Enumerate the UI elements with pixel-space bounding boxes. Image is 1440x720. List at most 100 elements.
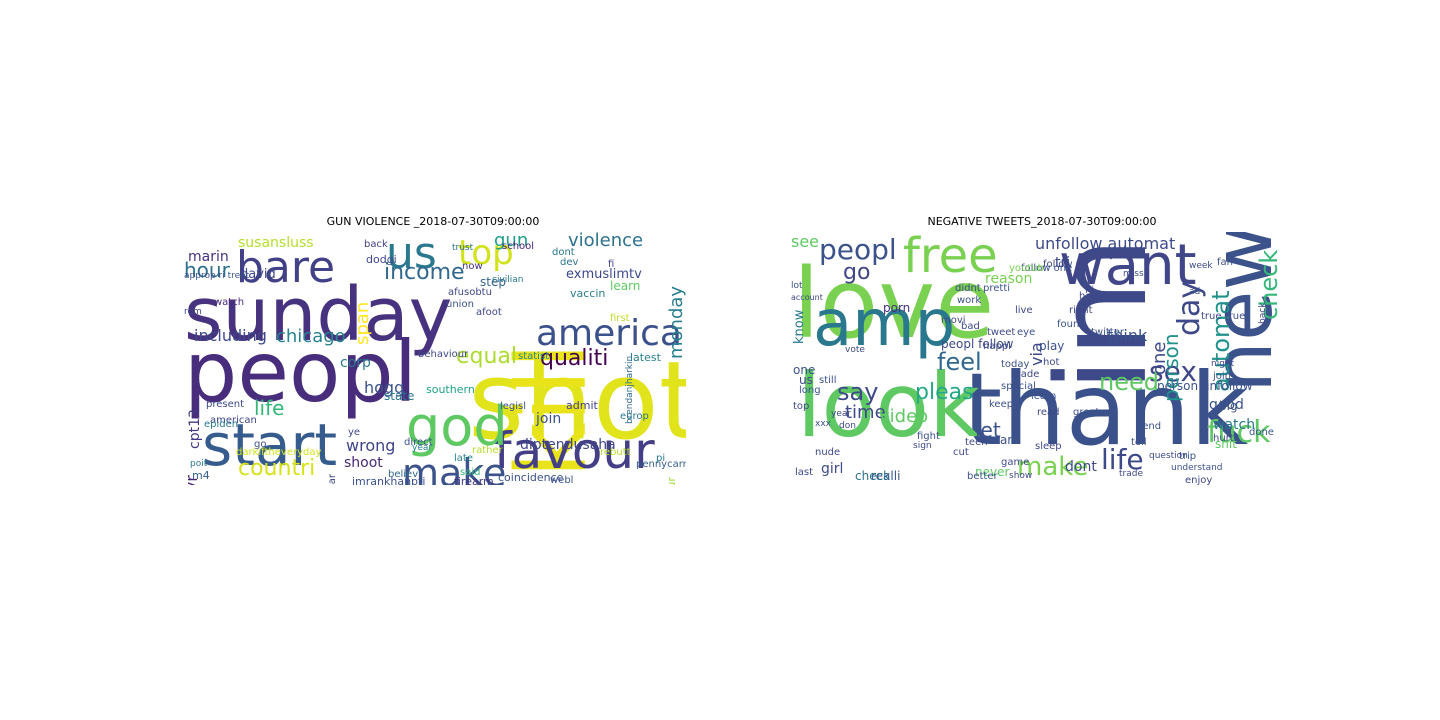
word-read: read <box>1037 407 1060 418</box>
word-never: never <box>975 465 1010 479</box>
word-account: account <box>791 293 823 302</box>
word-monday: monday <box>666 285 686 359</box>
word-bare: bare <box>236 242 336 293</box>
word-sign: sign <box>913 441 932 451</box>
word-amp: amp <box>813 287 956 361</box>
word-one: one <box>793 363 816 377</box>
word-top: top <box>793 401 810 412</box>
word-pleas: pleas <box>915 380 974 405</box>
word-violence: violence <box>568 232 644 251</box>
word-eye: eye <box>1017 327 1036 338</box>
word-legisl: legisl <box>500 401 527 412</box>
word-believ: believ <box>388 469 419 480</box>
panel-title: GUN VIOLENCE _2018-07-30T09:00:00 <box>326 215 540 228</box>
word-firearm: firearm <box>454 475 494 485</box>
word-join: join <box>1213 371 1232 382</box>
word-dodgi: dodgi <box>366 253 397 266</box>
word-year: year <box>412 443 433 453</box>
word-last: last <box>795 467 814 478</box>
word-join: join <box>536 411 562 427</box>
word-need: need <box>1099 368 1159 396</box>
word-go: go <box>254 439 267 450</box>
word-reason: reason <box>985 271 1033 287</box>
word-now: now <box>462 261 483 272</box>
word-american: american <box>210 415 257 426</box>
word-know: know <box>792 309 807 345</box>
word-bad: bad <box>961 321 980 332</box>
word-susansluss: susansluss <box>238 235 314 251</box>
word-webl: webl <box>550 475 574 486</box>
word-vaccin: vaccin <box>570 287 606 300</box>
word-follow-one: follow one <box>1021 263 1073 274</box>
word-rom: rom <box>184 307 202 317</box>
word-hot: hot <box>1043 357 1060 368</box>
word-diptendusaha: diptendusaha <box>520 437 616 453</box>
word-nude: nude <box>815 447 841 458</box>
word-video: video <box>879 406 929 427</box>
word-watch: watch <box>1213 417 1256 433</box>
word-life: life <box>254 396 285 420</box>
word-chicago: chicago <box>276 326 346 347</box>
word-us: us <box>799 373 813 387</box>
word-wrong: wrong <box>346 436 396 455</box>
word-send: send <box>1137 421 1162 432</box>
word-thank: thank <box>963 351 1249 468</box>
word-tweet: tweet <box>987 327 1016 338</box>
word-sunday: sunday <box>184 272 453 358</box>
word-southern: southern <box>426 383 475 396</box>
word-admit: admit <box>566 399 598 412</box>
word-span: span <box>352 301 373 345</box>
word-sleep: sleep <box>1035 441 1062 452</box>
word-ye: ye <box>348 427 361 438</box>
word-long: long <box>799 385 821 396</box>
word-countri: countri <box>238 456 316 481</box>
word-girl: girl <box>821 461 844 477</box>
word-night: night <box>1211 359 1235 369</box>
word-imrankhanpti: imrankhanpti <box>352 475 426 485</box>
word-school: school <box>502 241 535 252</box>
word-trade: trade <box>1119 469 1143 479</box>
word-question: question <box>1149 451 1188 461</box>
word-god: god <box>406 395 508 458</box>
word-start: start <box>989 433 1017 447</box>
word-dont: dont <box>1065 459 1097 475</box>
word-miss: miss <box>1123 269 1144 279</box>
word-rather: rather <box>472 445 503 456</box>
word-america: america <box>536 313 682 354</box>
word-start: start <box>202 411 338 479</box>
word-done: done <box>1249 427 1274 438</box>
word-game: game <box>1001 457 1030 468</box>
word-cut: cut <box>953 447 969 458</box>
word-poit: poit <box>190 459 208 469</box>
word-cultur: cultur <box>665 477 678 485</box>
word-didnt: didnt <box>955 283 981 294</box>
word-special: special <box>1001 381 1036 392</box>
word-union: union <box>446 299 474 310</box>
word-peopl: peopl <box>819 233 897 266</box>
word-live: live <box>1015 305 1033 316</box>
word-learn: learn <box>610 279 641 293</box>
word-better: better <box>967 471 998 482</box>
word-movi: movi <box>941 315 966 326</box>
word-fan: fan <box>1217 257 1233 268</box>
word-year: year <box>831 409 852 419</box>
word-still: still <box>819 375 837 386</box>
word-good: good <box>1209 397 1244 413</box>
word-follow: follow <box>1043 259 1073 270</box>
word-approp-ri-treat: approp ri treat <box>184 271 250 281</box>
word-m4: m4 <box>192 469 210 482</box>
word-fi: fi <box>608 259 615 270</box>
word-feel: feel <box>937 348 982 376</box>
wordcloud-canvas: sunday peopl shot kill start america favour god… <box>180 232 686 485</box>
word-hurt: hurt <box>1213 433 1234 444</box>
word-said: said <box>460 467 481 478</box>
word-home: home <box>1079 291 1108 302</box>
word-work: work <box>957 295 982 306</box>
word-go: go <box>843 260 871 285</box>
word-brendanjharkin: brendanjharkin <box>625 355 635 425</box>
word-declar: declar <box>327 474 338 485</box>
word-direct: direct <box>404 437 433 448</box>
word-trust: trust <box>452 243 474 253</box>
wordcloud-canvas: thank im love look new amp want free peopl feel ch… <box>789 232 1295 485</box>
word-don: don <box>839 421 856 431</box>
